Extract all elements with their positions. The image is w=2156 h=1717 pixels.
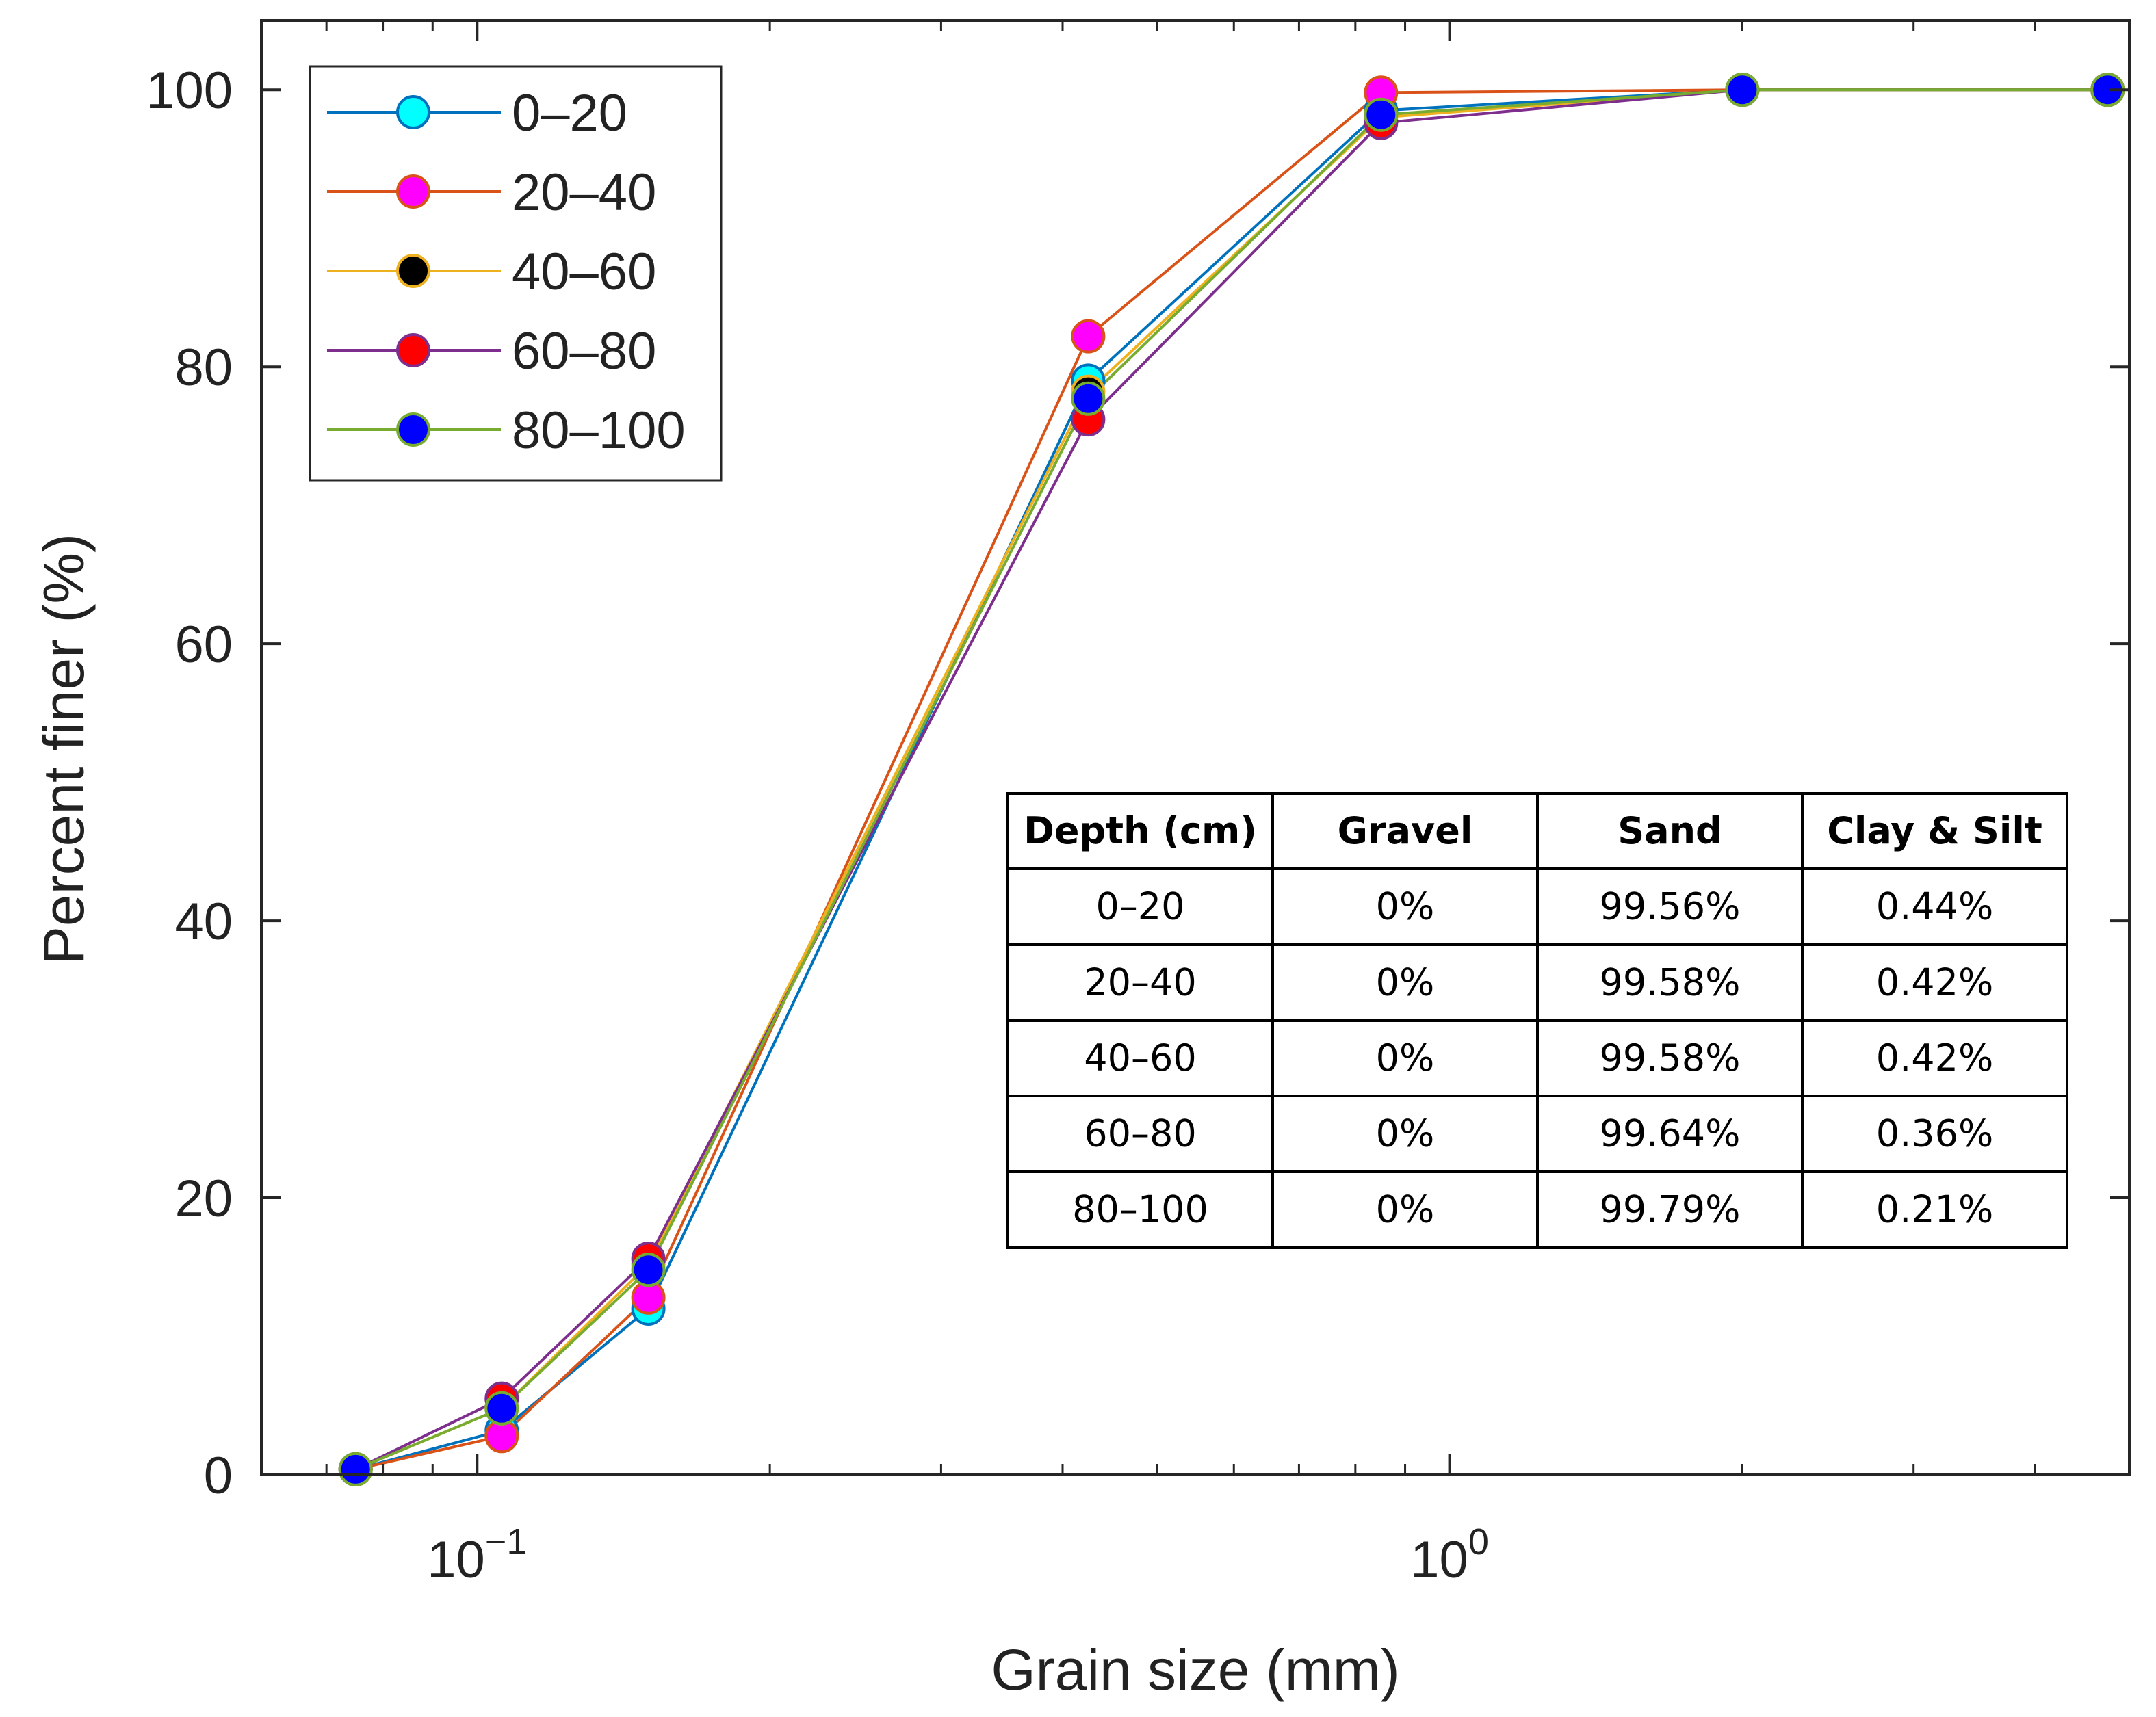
legend-label: 0–20 bbox=[512, 84, 627, 142]
table-cell: 0.42% bbox=[1876, 961, 1994, 1004]
table-cell: 99.56% bbox=[1600, 885, 1741, 928]
x-axis-label: Grain size (mm) bbox=[991, 1638, 1399, 1702]
data-point bbox=[338, 1452, 373, 1486]
x-tick-base: 10 bbox=[1410, 1531, 1468, 1589]
data-point bbox=[1071, 319, 1106, 354]
y-tick-label: 100 bbox=[146, 62, 233, 120]
data-point bbox=[1071, 381, 1106, 416]
table-cell: 60–80 bbox=[1084, 1112, 1196, 1155]
data-point bbox=[484, 1391, 519, 1426]
legend: 0–20 20–40 40–60 60–80 80–100 bbox=[309, 65, 723, 482]
legend-marker bbox=[396, 95, 430, 129]
x-tick-label: 100 bbox=[1410, 1521, 1489, 1589]
legend-label: 80–100 bbox=[512, 402, 686, 460]
table-cell: 20–40 bbox=[1084, 961, 1196, 1004]
table-cell: 0% bbox=[1376, 885, 1435, 928]
y-tick-label: 40 bbox=[174, 893, 233, 951]
table-header-cell: Sand bbox=[1618, 809, 1722, 852]
data-point bbox=[631, 1253, 666, 1287]
legend-box bbox=[309, 65, 723, 482]
legend-marker bbox=[396, 254, 430, 288]
y-tick-label: 60 bbox=[174, 616, 233, 674]
table-cell: 0% bbox=[1376, 1188, 1435, 1231]
series-layer bbox=[338, 73, 2125, 1486]
x-tick-exponent: −1 bbox=[485, 1521, 528, 1562]
table-cell: 0.44% bbox=[1876, 885, 1994, 928]
x-tick-base: 10 bbox=[427, 1531, 485, 1589]
x-tick-label: 10−1 bbox=[427, 1521, 527, 1589]
table-cell: 0% bbox=[1376, 1112, 1435, 1155]
y-tick-label: 80 bbox=[174, 339, 233, 397]
data-point bbox=[1725, 73, 1760, 107]
table-cell: 0.42% bbox=[1876, 1036, 1994, 1079]
legend-marker bbox=[396, 333, 430, 367]
data-point bbox=[1364, 97, 1399, 132]
y-axis-label: Percent finer (%) bbox=[31, 534, 96, 965]
legend-label: 20–40 bbox=[512, 163, 656, 222]
legend-marker bbox=[396, 174, 430, 209]
table-cell: 0% bbox=[1376, 1036, 1435, 1079]
table-cell: 99.64% bbox=[1600, 1112, 1741, 1155]
table-cell: 80–100 bbox=[1072, 1188, 1208, 1231]
legend-label: 40–60 bbox=[512, 243, 656, 301]
table-header-cell: Gravel bbox=[1338, 809, 1473, 852]
table-cell: 40–60 bbox=[1084, 1036, 1196, 1079]
table-cell: 0–20 bbox=[1095, 885, 1184, 928]
table-cell: 99.79% bbox=[1600, 1188, 1741, 1231]
table-header-cell: Depth (cm) bbox=[1024, 809, 1257, 852]
legend-marker bbox=[396, 412, 430, 447]
legend-label: 60–80 bbox=[512, 322, 656, 380]
table-cell: 99.58% bbox=[1600, 961, 1741, 1004]
summary-table: Depth (cm) Gravel Sand Clay & Silt 0–20 0% 99.… bbox=[1006, 792, 2068, 1249]
y-tick-label: 20 bbox=[174, 1170, 233, 1228]
table-cell: 0.21% bbox=[1876, 1188, 1994, 1231]
plot-frame bbox=[260, 19, 2131, 1476]
table-header-cell: Clay & Silt bbox=[1827, 809, 2042, 852]
y-tick-label: 0 bbox=[204, 1447, 233, 1505]
x-tick-exponent: 0 bbox=[1468, 1521, 1489, 1562]
table-cell: 0.36% bbox=[1876, 1112, 1994, 1155]
table-cell: 0% bbox=[1376, 961, 1435, 1004]
table-cell: 99.58% bbox=[1600, 1036, 1741, 1079]
